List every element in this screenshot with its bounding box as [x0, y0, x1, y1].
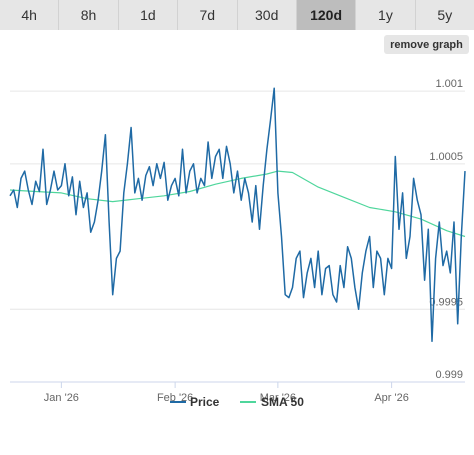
- price-series-line: [9, 87, 466, 343]
- x-tick-label: Mar '26: [260, 392, 296, 404]
- tab-4h[interactable]: 4h: [0, 0, 60, 30]
- tab-120d[interactable]: 120d: [296, 0, 357, 30]
- y-tick-label: 1.0005: [429, 151, 463, 163]
- remove-graph-button[interactable]: remove graph: [384, 35, 469, 54]
- chart-legend[interactable]: Price SMA 50: [170, 395, 304, 409]
- legend-price-label[interactable]: Price: [190, 395, 220, 409]
- tab-1y[interactable]: 1y: [356, 0, 416, 30]
- legend-sma-label[interactable]: SMA 50: [261, 395, 304, 409]
- x-tick-label: Jan '26: [44, 392, 79, 404]
- tab-30d[interactable]: 30d: [237, 0, 297, 30]
- y-tick-label: 0.9995: [429, 296, 463, 308]
- tab-8h[interactable]: 8h: [59, 0, 119, 30]
- y-tick-label: 0.999: [435, 369, 463, 381]
- y-axis-labels: 0.999 0.9995 1.0005 1.001: [429, 78, 463, 381]
- tab-5y[interactable]: 5y: [415, 0, 474, 30]
- tab-7d[interactable]: 7d: [178, 0, 238, 30]
- grid-lines: [10, 90, 465, 383]
- y-tick-label: 1.001: [435, 78, 463, 90]
- tab-1d[interactable]: 1d: [118, 0, 179, 30]
- x-axis-ticks: Jan '26 Feb '26 Mar '26 Apr '26: [44, 382, 409, 404]
- range-tab-bar: 4h 8h 1d 7d 30d 120d 1y 5y: [0, 0, 474, 30]
- series-lines: [9, 87, 466, 343]
- x-tick-label: Apr '26: [374, 392, 409, 404]
- sma-series-line: [9, 170, 466, 238]
